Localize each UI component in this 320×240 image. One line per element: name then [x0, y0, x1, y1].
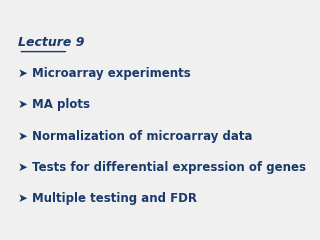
Text: ➤ Microarray experiments: ➤ Microarray experiments [18, 67, 191, 80]
Text: ➤ Normalization of microarray data: ➤ Normalization of microarray data [18, 130, 253, 143]
Text: ➤ Tests for differential expression of genes: ➤ Tests for differential expression of g… [18, 161, 306, 174]
Text: Lecture 9: Lecture 9 [18, 36, 85, 49]
Text: ➤ Multiple testing and FDR: ➤ Multiple testing and FDR [18, 192, 197, 205]
Text: ➤ MA plots: ➤ MA plots [18, 98, 90, 111]
